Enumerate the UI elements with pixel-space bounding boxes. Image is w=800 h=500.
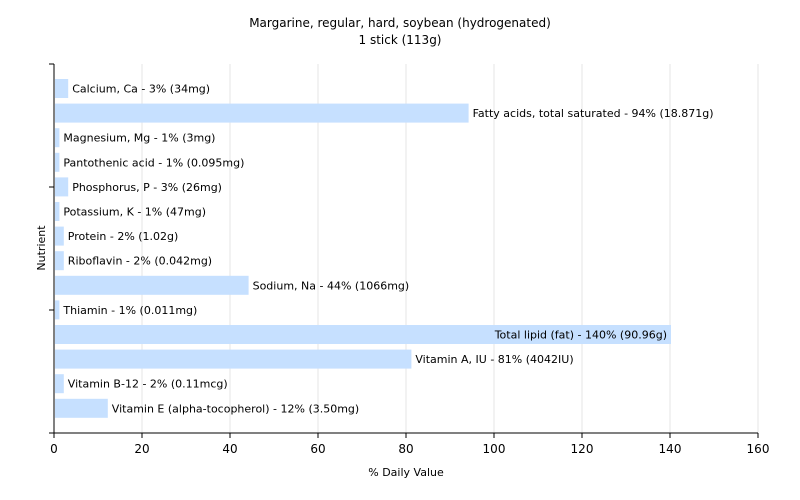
bar-label: Potassium, K - 1% (47mg) — [63, 206, 206, 219]
bar — [55, 325, 671, 344]
bar-label: Sodium, Na - 44% (1066mg) — [253, 279, 410, 292]
bar — [55, 152, 60, 172]
bar-label: Thiamin - 1% (0.011mg) — [62, 304, 197, 317]
x-tick-label: 20 — [134, 442, 149, 456]
bar — [55, 202, 60, 221]
bar-label: Fatty acids, total saturated - 94% (18.8… — [473, 107, 714, 120]
bar-labels: Calcium, Ca - 3% (34mg) Fatty acids, tota… — [62, 83, 713, 416]
x-tick-label: 40 — [222, 442, 237, 456]
bar-label: Total lipid (fat) - 140% (90.96g) — [494, 329, 667, 342]
bar — [55, 128, 60, 148]
bar — [55, 226, 64, 246]
x-tick-label: 120 — [571, 442, 594, 456]
bar-label: Vitamin A, IU - 81% (4042IU) — [415, 353, 573, 366]
bar-label: Vitamin E (alpha-tocopherol) - 12% (3.50… — [112, 402, 359, 415]
bar — [55, 103, 469, 123]
grid-lines — [141, 64, 759, 433]
bar-label: Calcium, Ca - 3% (34mg) — [72, 83, 210, 96]
bar — [55, 177, 69, 197]
x-tick-label: 100 — [483, 442, 506, 456]
bar-label: Pantothenic acid - 1% (0.095mg) — [63, 156, 244, 169]
x-tick-label: 160 — [747, 442, 770, 456]
bar-label: Protein - 2% (1.02g) — [68, 230, 179, 243]
bar — [55, 251, 64, 271]
chart-subtitle: 1 stick (113g) — [359, 33, 442, 47]
bar — [55, 374, 64, 394]
bar — [55, 349, 412, 369]
x-axis-title: % Daily Value — [368, 466, 444, 479]
bar — [55, 79, 69, 98]
bar-label: Vitamin B-12 - 2% (0.11mcg) — [68, 378, 228, 391]
bar-label: Magnesium, Mg - 1% (3mg) — [63, 132, 215, 145]
axes: 0 20 40 60 80 100 120 140 160 — [49, 63, 770, 456]
bars — [55, 79, 671, 418]
bar-label: Phosphorus, P - 3% (26mg) — [72, 181, 222, 194]
bar — [55, 398, 108, 418]
x-tick-label: 140 — [659, 442, 682, 456]
bar — [55, 275, 249, 295]
y-axis-title: Nutrient — [35, 225, 48, 271]
x-tick-label: 60 — [310, 442, 325, 456]
x-tick-label: 0 — [50, 442, 58, 456]
chart-title: Margarine, regular, hard, soybean (hydro… — [249, 16, 551, 30]
x-tick-label: 80 — [398, 442, 413, 456]
bar — [55, 300, 60, 320]
bar-label: Riboflavin - 2% (0.042mg) — [68, 255, 212, 268]
